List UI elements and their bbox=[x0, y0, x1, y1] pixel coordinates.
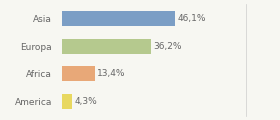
Bar bbox=[62, 94, 72, 109]
Text: 46,1%: 46,1% bbox=[178, 14, 206, 23]
Text: 36,2%: 36,2% bbox=[153, 42, 182, 51]
Text: 13,4%: 13,4% bbox=[97, 69, 126, 78]
Bar bbox=[62, 39, 151, 54]
Text: 4,3%: 4,3% bbox=[75, 97, 97, 106]
Bar bbox=[62, 66, 95, 81]
Bar bbox=[62, 11, 175, 26]
